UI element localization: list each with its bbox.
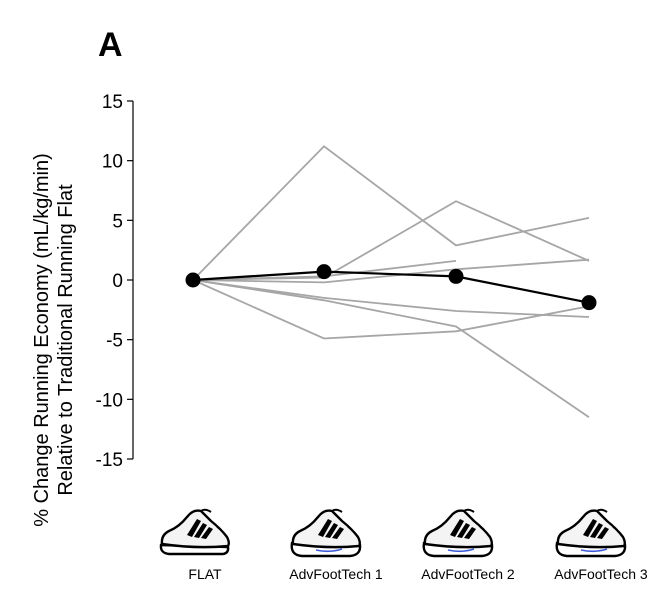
individual-line-4 xyxy=(192,258,590,284)
y-tick-label: 15 xyxy=(102,92,123,113)
y-axis-label-line1: % Change Running Economy (mL/kg/min) xyxy=(31,153,53,527)
y-tick-label: -5 xyxy=(106,331,123,352)
y-axis-label: % Change Running Economy (mL/kg/min) Rel… xyxy=(31,153,77,527)
y-tick-label: -15 xyxy=(96,450,123,471)
shoe-icon xyxy=(555,508,627,558)
individual-series xyxy=(192,145,590,418)
mean-point xyxy=(185,272,201,288)
y-tick-label: 0 xyxy=(112,271,123,292)
y-tick-label: 10 xyxy=(102,152,123,173)
individual-line-6 xyxy=(192,279,590,418)
mean-line xyxy=(192,270,590,304)
mean-point xyxy=(316,264,332,280)
shoe-icons xyxy=(159,508,627,558)
mean-series xyxy=(185,264,597,311)
y-axis: 15 10 5 0 -5 -10 -15 xyxy=(96,92,134,471)
category-labels: FLAT AdvFootTech 1 AdvFootTech 2 AdvFootTec… xyxy=(188,566,648,582)
panel-label: A xyxy=(98,26,123,64)
category-label: AdvFootTech 2 xyxy=(421,566,515,582)
shoe-icon xyxy=(422,508,494,558)
individual-line-5 xyxy=(192,279,590,318)
mean-point xyxy=(581,295,597,311)
mean-point xyxy=(448,268,464,284)
category-label: FLAT xyxy=(188,566,222,582)
shoe-icon xyxy=(290,508,362,558)
individual-line-7 xyxy=(192,279,590,340)
category-label: AdvFootTech 3 xyxy=(554,566,648,582)
individual-line-1 xyxy=(192,145,590,281)
shoe-icon xyxy=(159,508,230,556)
category-label: AdvFootTech 1 xyxy=(289,566,383,582)
y-tick-label: -10 xyxy=(96,390,123,411)
y-axis-label-line2: Relative to Traditional Running Flat xyxy=(55,184,77,496)
y-tick-label: 5 xyxy=(112,211,123,232)
